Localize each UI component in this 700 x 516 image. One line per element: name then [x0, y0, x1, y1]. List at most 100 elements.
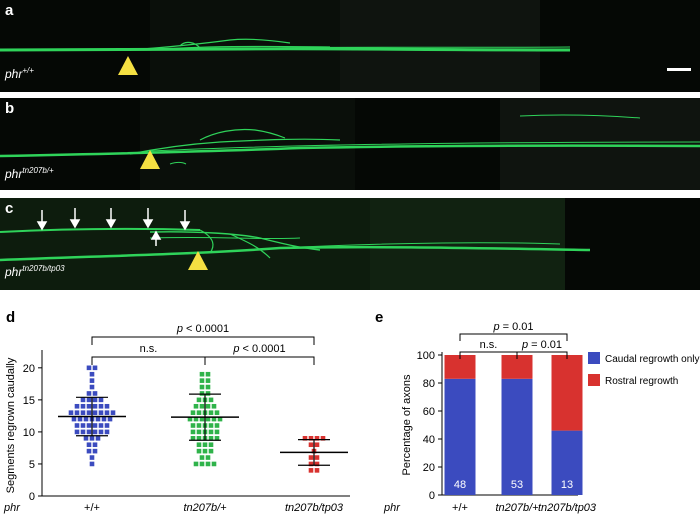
- x-tick-label: +/+: [84, 502, 100, 514]
- data-point: [308, 461, 314, 467]
- scatter-chart-d: 0 5 10 15 20 Segments regrown caudally phr +/+ t…: [3, 323, 350, 514]
- data-point: [199, 391, 205, 396]
- data-point: [92, 397, 98, 403]
- significance-bracket: [91, 336, 315, 345]
- bar-segment: [444, 378, 476, 495]
- data-point: [190, 410, 196, 415]
- data-point: [217, 416, 223, 422]
- data-point: [196, 442, 202, 448]
- data-point: [98, 410, 104, 415]
- data-point: [202, 442, 208, 448]
- data-point: [205, 378, 211, 383]
- data-point: [89, 455, 95, 460]
- micrograph-b: b phrtn207b/+: [0, 98, 700, 190]
- panel-label-b: b: [5, 100, 15, 117]
- y-axis-title: Segments regrown caudally: [5, 357, 17, 493]
- data-point: [208, 436, 214, 441]
- data-point: [89, 384, 95, 390]
- row-label-phr: phr: [383, 502, 401, 514]
- x-tick-label: tn207b/+: [495, 502, 539, 514]
- data-point: [199, 403, 205, 409]
- data-point: [98, 423, 104, 428]
- data-point: [92, 448, 98, 454]
- y-tick-label: 15: [23, 395, 35, 407]
- data-point: [71, 416, 77, 422]
- data-point: [190, 423, 196, 428]
- arrowhead-marker-c: [188, 251, 208, 270]
- data-point: [74, 429, 80, 435]
- data-point: [80, 403, 86, 409]
- axon-image-a: [0, 0, 571, 92]
- data-point: [202, 448, 208, 454]
- data-point: [208, 442, 214, 448]
- data-point: [80, 410, 86, 415]
- data-point: [208, 429, 214, 435]
- row-label-phr: phr: [3, 502, 21, 514]
- scale-bar: [667, 68, 691, 71]
- significance-label: n.s.: [480, 339, 498, 351]
- data-point: [208, 397, 214, 403]
- data-point: [104, 423, 110, 428]
- y-tick-label: 80: [423, 378, 435, 390]
- data-point: [199, 461, 205, 467]
- data-point: [199, 378, 205, 383]
- data-point: [193, 416, 199, 422]
- significance-label: p = 0.01: [492, 321, 533, 333]
- bar-segment: [501, 378, 533, 495]
- data-point: [211, 403, 217, 409]
- data-point: [314, 455, 320, 460]
- data-point: [68, 410, 74, 415]
- genotype-label-a: phr+/+: [5, 66, 34, 81]
- data-point: [92, 391, 98, 396]
- significance-bracket: [516, 351, 568, 359]
- significance-label: p < 0.0001: [232, 343, 285, 355]
- data-point: [89, 371, 95, 377]
- data-point: [104, 403, 110, 409]
- y-tick-label: 60: [423, 406, 435, 418]
- data-point: [208, 448, 214, 454]
- genotype-label-c: phrtn207b/tp03: [5, 264, 65, 279]
- data-point: [92, 365, 98, 371]
- data-point: [196, 448, 202, 454]
- data-point: [196, 429, 202, 435]
- data-point: [92, 429, 98, 435]
- y-tick-label: 20: [23, 363, 35, 375]
- data-point: [211, 416, 217, 422]
- data-point: [308, 442, 314, 448]
- data-point: [110, 410, 116, 415]
- data-point: [86, 442, 92, 448]
- significance-label: n.s.: [140, 343, 158, 355]
- y-tick-label: 40: [423, 434, 435, 446]
- y-tick-label: 0: [29, 491, 35, 503]
- data-point: [92, 410, 98, 415]
- x-tick-label: tn207b/+: [183, 502, 227, 514]
- data-point: [193, 461, 199, 467]
- data-point: [314, 468, 320, 473]
- data-point: [95, 436, 101, 441]
- data-point: [199, 384, 205, 390]
- data-point: [187, 416, 193, 422]
- data-point: [196, 423, 202, 428]
- data-point: [89, 436, 95, 441]
- data-point: [205, 391, 211, 396]
- data-point: [101, 416, 107, 422]
- y-tick-label: 0: [429, 490, 435, 502]
- panel-label-d: d: [6, 309, 16, 326]
- data-point: [74, 423, 80, 428]
- legend-label: Caudal regrowth only: [605, 354, 700, 365]
- data-point: [86, 423, 92, 428]
- data-point: [205, 371, 211, 377]
- significance-label: p = 0.01: [521, 339, 562, 351]
- micrograph-c: c phrtn207b/tp03: [0, 198, 700, 290]
- data-point: [214, 436, 220, 441]
- x-tick-label: +/+: [452, 502, 468, 514]
- bar-segment: [444, 355, 476, 379]
- data-point: [214, 423, 220, 428]
- count-label: 53: [511, 479, 523, 491]
- legend-swatch: [588, 374, 600, 386]
- bar-segment: [501, 355, 533, 379]
- data-point: [205, 455, 211, 460]
- data-point: [98, 397, 104, 403]
- data-point: [74, 410, 80, 415]
- data-point: [92, 403, 98, 409]
